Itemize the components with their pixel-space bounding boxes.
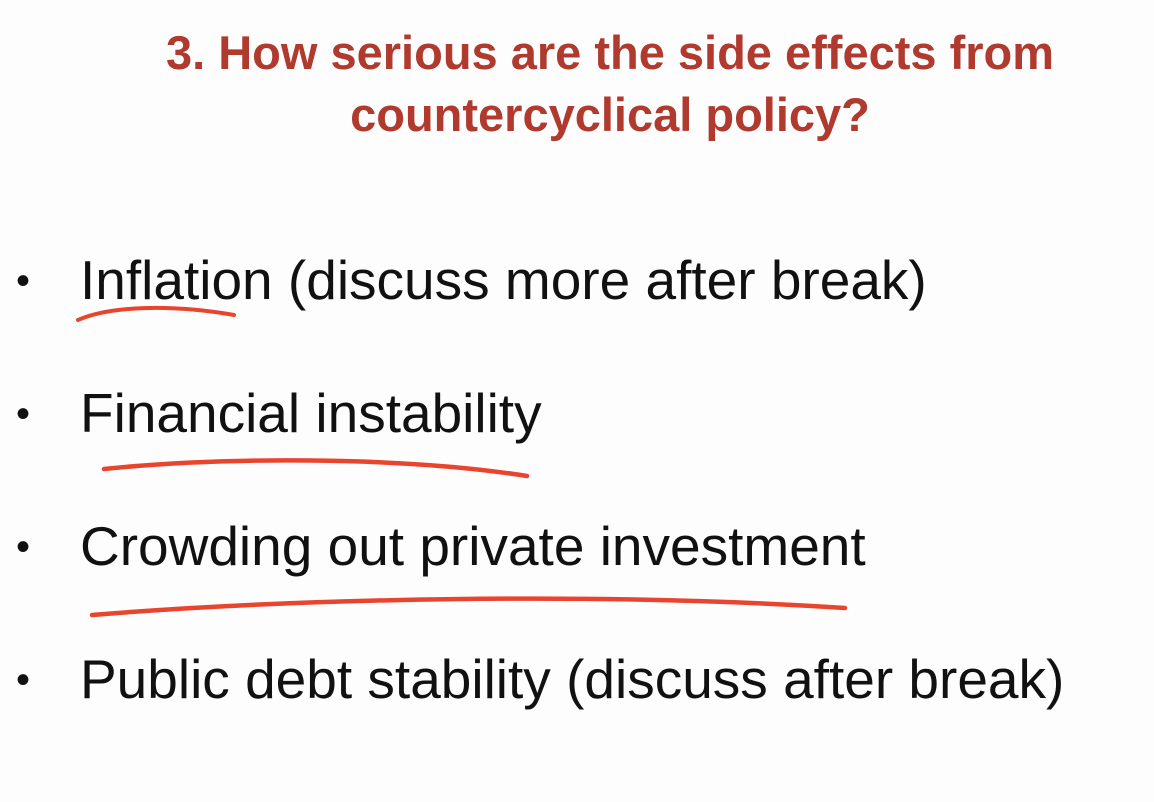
- list-item-label: Crowding out private investment: [80, 515, 866, 577]
- slide-title-line-2: countercyclical policy?: [350, 88, 870, 141]
- list-item-inflation: • Inflation (discuss more after break): [0, 245, 1154, 315]
- bullet-icon: •: [16, 658, 31, 702]
- list-item-public-debt: • Public debt stability (discuss after b…: [0, 644, 1154, 714]
- list-item-label: Public debt stability (discuss after bre…: [80, 648, 1065, 710]
- slide-title-line-1: 3. How serious are the side effects from: [165, 26, 1055, 79]
- list-item-label: Inflation (discuss more after break): [80, 249, 927, 311]
- bullet-icon: •: [16, 392, 31, 436]
- bullet-icon: •: [16, 525, 31, 569]
- slide-title: 3. How serious are the side effects from…: [60, 22, 1154, 146]
- bullet-icon: •: [16, 259, 31, 303]
- list-item-label: Financial instability: [80, 382, 542, 444]
- list-item-crowding-out: • Crowding out private investment: [0, 511, 1154, 581]
- list-item-financial-instability: • Financial instability: [0, 378, 1154, 448]
